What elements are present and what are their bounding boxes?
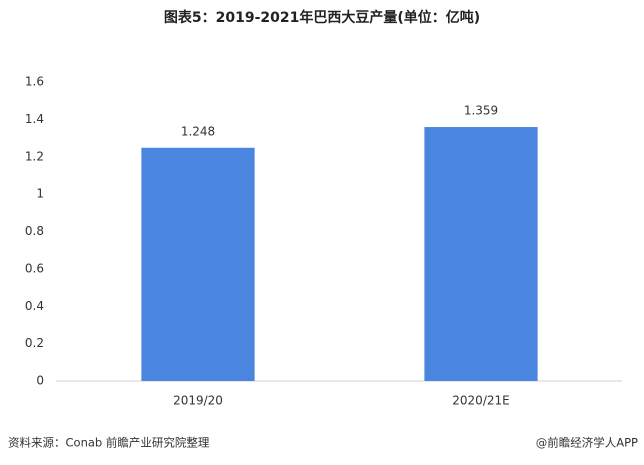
source-note: 资料来源：Conab 前瞻产业研究院整理	[8, 436, 210, 450]
x-tick-label: 2020/21E	[452, 394, 509, 408]
brand-note: @前瞻经济学人APP	[536, 436, 638, 450]
y-tick-label: 0.2	[25, 336, 44, 350]
chart-title: 图表5：2019-2021年巴西大豆产量(单位：亿吨)	[164, 9, 480, 26]
y-tick-label: 1.6	[25, 75, 44, 89]
y-tick-label: 1.2	[25, 149, 44, 163]
bar	[141, 147, 255, 381]
y-tick-label: 0	[36, 374, 44, 388]
y-tick-label: 0.6	[25, 261, 44, 275]
y-tick-label: 1.4	[25, 112, 44, 126]
data-label: 1.248	[181, 124, 215, 138]
y-tick-label: 0.4	[25, 299, 44, 313]
y-tick-label: 1	[36, 187, 44, 201]
x-tick-label: 2019/20	[173, 394, 223, 408]
bar	[424, 127, 538, 382]
y-tick-label: 0.8	[25, 224, 44, 238]
data-label: 1.359	[464, 104, 498, 118]
